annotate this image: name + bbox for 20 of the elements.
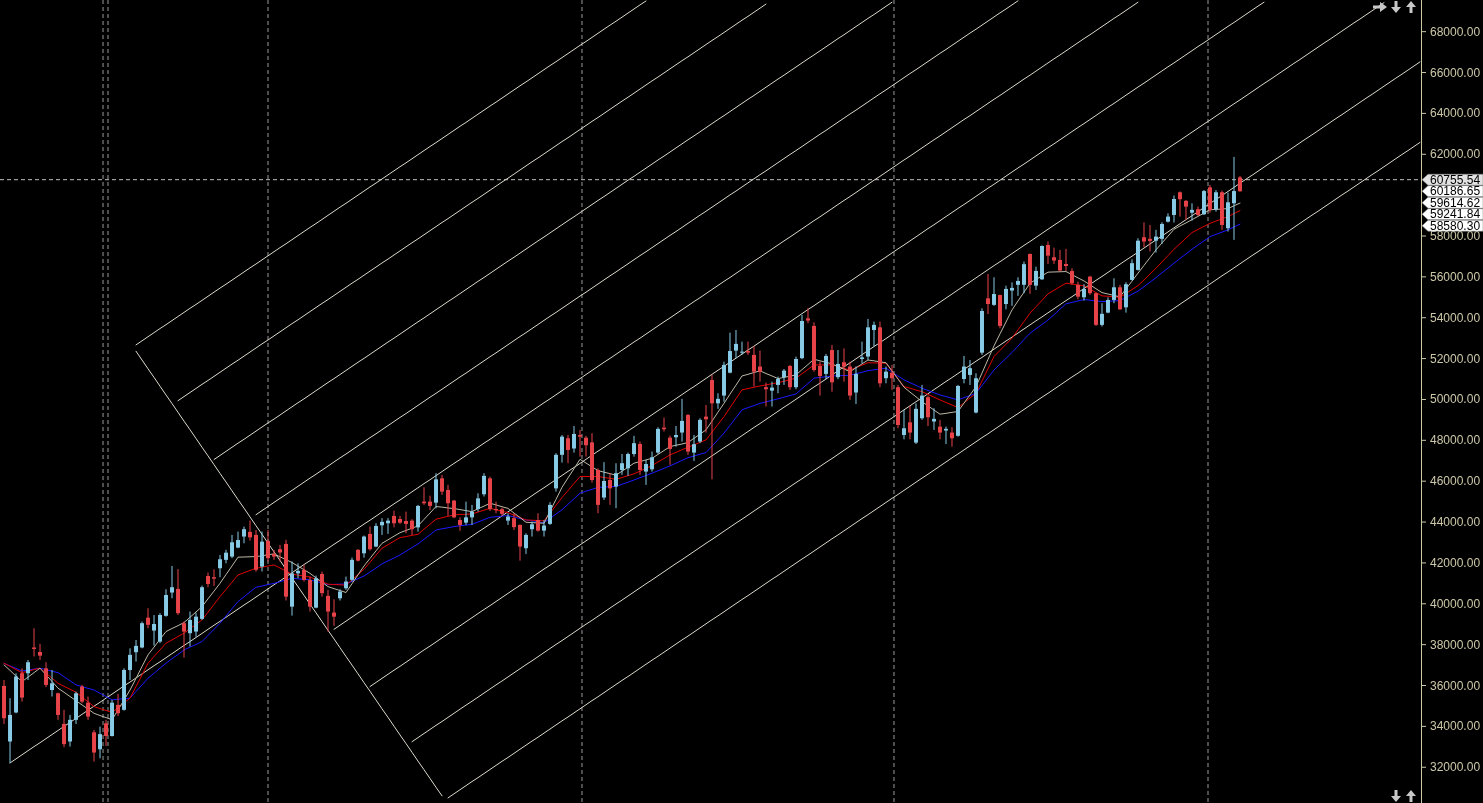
- y-tick-label: 64000.00: [1430, 106, 1481, 121]
- y-tick-label: 44000.00: [1430, 515, 1481, 530]
- y-tick-label: 58000.00: [1430, 229, 1481, 243]
- y-tick-label: 34000.00: [1430, 719, 1481, 734]
- y-tick-label: 48000.00: [1430, 433, 1481, 448]
- y-tick-label: 68000.00: [1430, 24, 1481, 39]
- y-tick-label: 36000.00: [1430, 678, 1481, 693]
- text: 59241.84: [1430, 207, 1481, 222]
- y-tick-label: 56000.00: [1430, 269, 1481, 284]
- y-tick-label: 42000.00: [1430, 555, 1481, 570]
- y-tick-label: 54000.00: [1430, 310, 1481, 325]
- y-tick-label: 62000.00: [1430, 147, 1481, 162]
- y-tick-label: 40000.00: [1430, 596, 1481, 611]
- y-tick-label: 66000.00: [1430, 65, 1481, 80]
- ref-line-label: 60755.54: [1430, 172, 1481, 187]
- y-tick-label: 52000.00: [1430, 351, 1481, 366]
- y-tick-label: 38000.00: [1430, 637, 1481, 652]
- y-tick-label: 32000.00: [1430, 760, 1481, 775]
- y-tick-label: 46000.00: [1430, 474, 1481, 489]
- y-tick-label: 50000.00: [1430, 392, 1481, 407]
